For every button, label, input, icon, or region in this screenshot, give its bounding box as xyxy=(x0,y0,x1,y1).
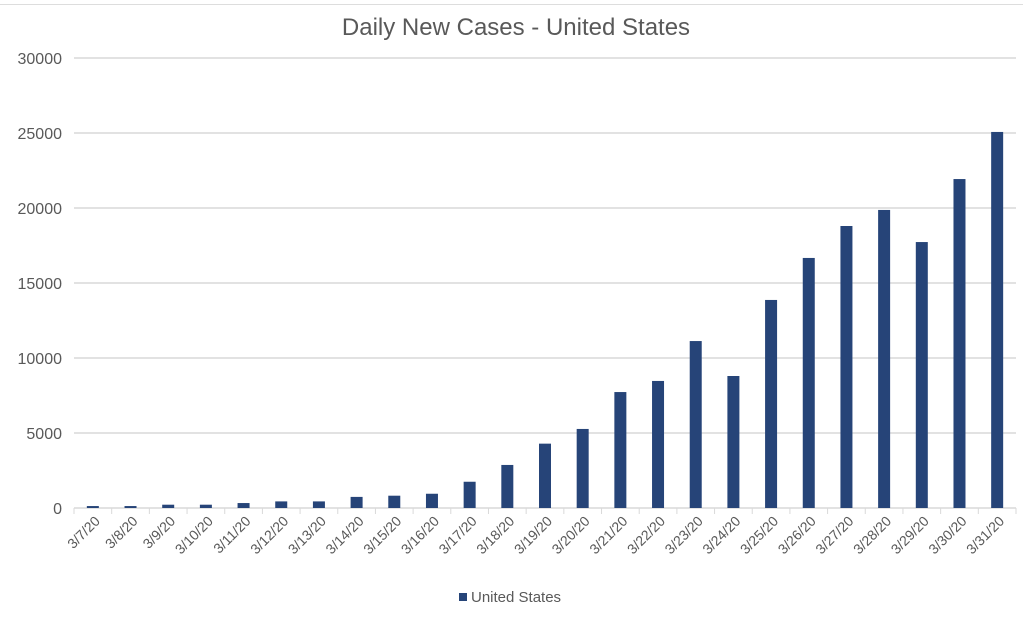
y-tick-label: 20000 xyxy=(18,201,63,218)
x-tick-label: 3/25/20 xyxy=(737,513,781,557)
x-tick-label: 3/17/20 xyxy=(435,513,479,557)
x-tick-label: 3/23/20 xyxy=(661,513,705,557)
legend-label: United States xyxy=(471,589,561,606)
bar xyxy=(86,506,99,508)
bar xyxy=(689,341,702,508)
bar xyxy=(275,501,288,508)
bar xyxy=(425,493,438,508)
x-tick-label: 3/21/20 xyxy=(586,513,630,557)
bar xyxy=(953,179,966,509)
y-tick-label: 10000 xyxy=(18,351,63,368)
bar xyxy=(915,242,928,509)
y-tick-label: 30000 xyxy=(18,51,63,68)
x-tick-label: 3/18/20 xyxy=(473,513,517,557)
bar xyxy=(802,257,815,508)
bar xyxy=(237,503,250,508)
x-tick-label: 3/14/20 xyxy=(322,513,366,557)
bar xyxy=(727,376,740,508)
bar xyxy=(463,481,476,508)
x-tick-label: 3/31/20 xyxy=(963,513,1007,557)
bar xyxy=(388,495,401,508)
x-tick-label: 3/19/20 xyxy=(511,513,555,557)
y-tick-label: 0 xyxy=(53,501,62,518)
x-tick-label: 3/13/20 xyxy=(285,513,329,557)
x-tick-label: 3/27/20 xyxy=(812,513,856,557)
x-tick-label: 3/24/20 xyxy=(699,513,743,557)
bar xyxy=(840,226,853,508)
x-tick-label: 3/11/20 xyxy=(210,513,254,557)
bar xyxy=(124,506,137,508)
x-tick-label: 3/12/20 xyxy=(247,513,291,557)
bar xyxy=(652,380,665,508)
window-edge xyxy=(0,0,1023,5)
chart-title: Daily New Cases - United States xyxy=(342,14,690,41)
y-tick-label: 15000 xyxy=(18,276,63,293)
x-tick-label: 3/30/20 xyxy=(925,513,969,557)
y-tick-label: 5000 xyxy=(26,426,62,443)
bar xyxy=(991,131,1004,508)
x-tick-label: 3/29/20 xyxy=(888,513,932,557)
y-tick-label: 25000 xyxy=(18,126,63,143)
bar xyxy=(312,501,325,508)
bar xyxy=(539,443,551,508)
x-tick-label: 3/22/20 xyxy=(624,513,668,557)
x-tick-label: 3/8/20 xyxy=(102,513,141,552)
x-tick-label: 3/20/20 xyxy=(548,513,592,557)
x-tick-label: 3/28/20 xyxy=(850,513,894,557)
legend: United States xyxy=(459,589,561,606)
legend-swatch xyxy=(459,593,467,601)
bar xyxy=(576,428,589,508)
x-tick-label: 3/16/20 xyxy=(398,513,442,557)
bar xyxy=(765,299,778,508)
x-tick-label: 3/26/20 xyxy=(775,513,819,557)
x-tick-label: 3/15/20 xyxy=(360,513,404,557)
bar xyxy=(878,209,891,508)
bar xyxy=(199,504,212,508)
x-tick-label: 3/7/20 xyxy=(64,513,103,552)
bar xyxy=(501,464,514,508)
bar xyxy=(350,496,363,508)
bar xyxy=(614,392,627,508)
x-tick-label: 3/10/20 xyxy=(172,513,216,557)
bar xyxy=(162,504,175,508)
